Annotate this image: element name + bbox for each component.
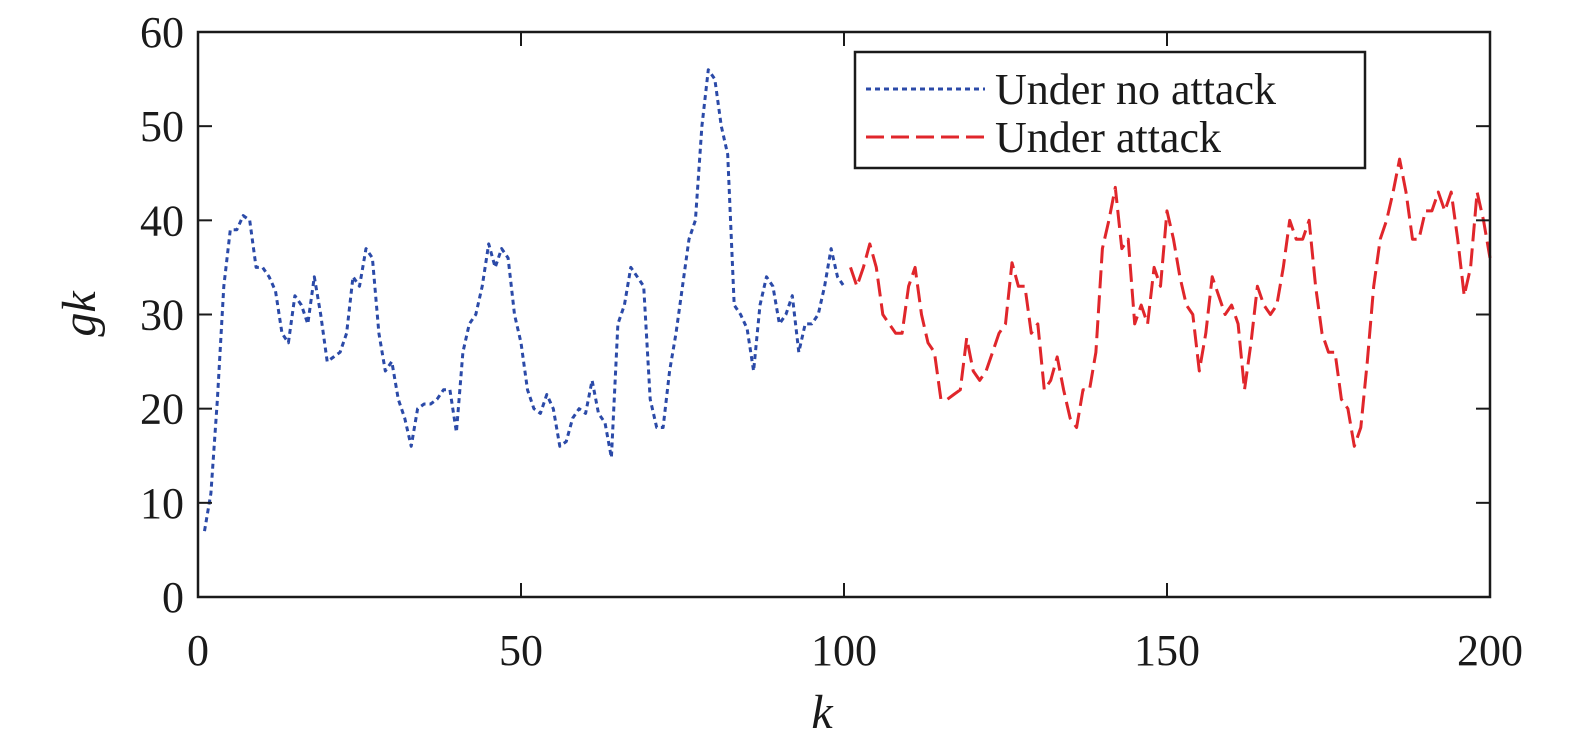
- y-tick-label: 10: [140, 479, 184, 528]
- x-tick-label: 100: [811, 626, 877, 675]
- legend-label-attack: Under attack: [995, 113, 1221, 162]
- x-ticks: 0 50 100 150 200: [187, 32, 1523, 675]
- y-ticks: 0 10 20 30 40 50 60: [140, 8, 1490, 622]
- legend-label-no-attack: Under no attack: [995, 65, 1276, 114]
- y-tick-label: 40: [140, 196, 184, 245]
- x-axis-label: k: [811, 686, 834, 739]
- series-group: [203, 68, 1492, 532]
- y-tick-label: 20: [140, 385, 184, 434]
- x-tick-label: 200: [1457, 626, 1523, 675]
- y-tick-label: 0: [162, 573, 184, 622]
- series-line-attack: [849, 157, 1492, 448]
- y-axis-label: gk: [53, 290, 106, 337]
- y-tick-label: 30: [140, 291, 184, 340]
- y-tick-label: 60: [140, 8, 184, 57]
- x-tick-label: 150: [1134, 626, 1200, 675]
- legend-box: [853, 50, 1367, 170]
- legend: Under no attack Under attack: [853, 50, 1367, 170]
- x-tick-label: 0: [187, 626, 209, 675]
- series-line-no-attack: [203, 68, 846, 532]
- x-tick-label: 50: [499, 626, 543, 675]
- y-tick-label: 50: [140, 102, 184, 151]
